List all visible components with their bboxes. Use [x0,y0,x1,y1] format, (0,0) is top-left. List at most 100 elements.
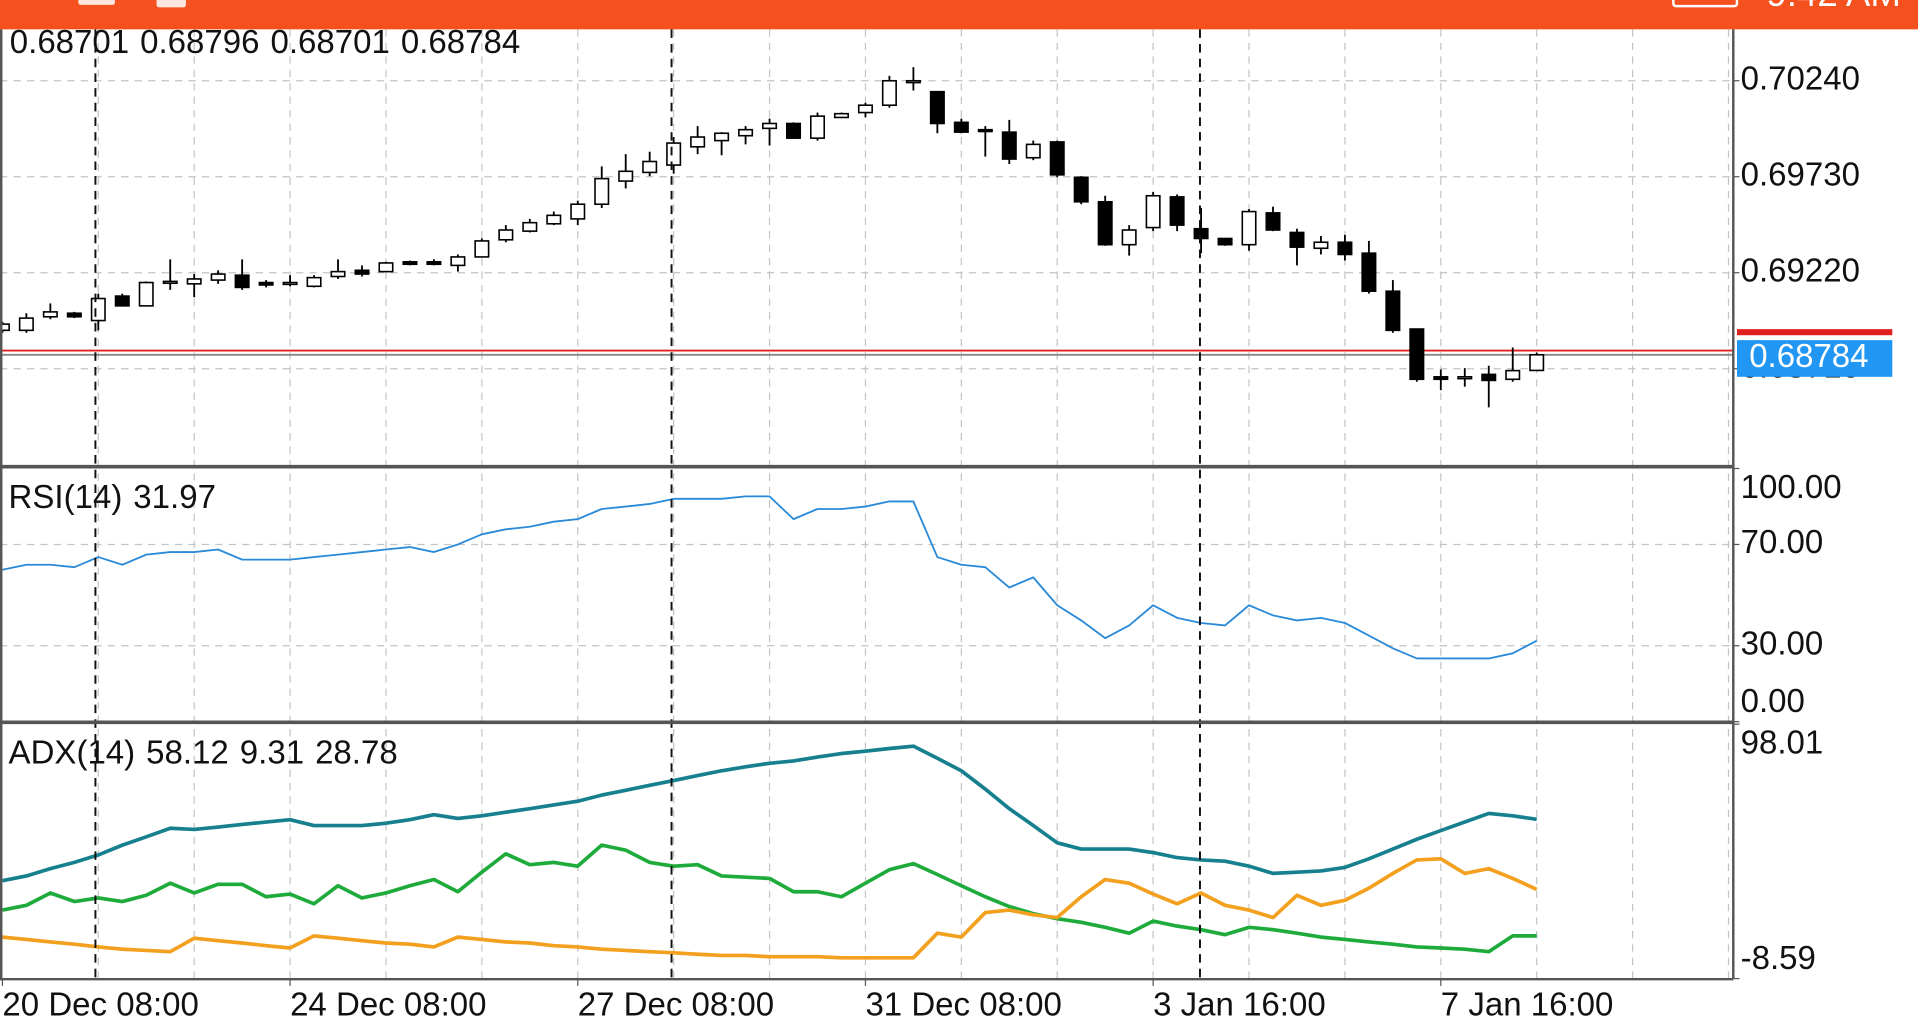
candle-body [1169,196,1185,226]
indicator-value: 31.97 [133,478,216,515]
candle-body [977,128,993,133]
candle-body [1097,200,1113,246]
indicator-value: 28.78 [315,733,398,770]
x-tick-label: 27 Dec 08:00 [578,985,774,1022]
y-tick-label: 0.69220 [1741,251,1860,288]
candle-body [114,295,130,307]
candle-body [1073,176,1089,203]
candle-body [1049,141,1065,176]
indicator-title: RSI(14) [9,478,123,515]
candle-body [522,221,538,232]
candle-body [1481,373,1497,382]
x-tick-label: 20 Dec 08:00 [2,985,198,1022]
candle-body [1409,328,1425,381]
ohlc-value: 0.68701 [10,23,129,60]
indicator-header: RSI(14) 31.97 [9,478,216,515]
status-icon [156,0,186,8]
candle-body [1289,231,1305,248]
candle-body [330,270,346,278]
candle-body [1529,354,1545,372]
candle-body [18,317,34,332]
candle-body [186,278,202,285]
candle-body [354,269,370,275]
candle-body [881,79,897,107]
indicator-line [2,744,1537,883]
candle-body [953,121,969,133]
candle-body [426,261,442,266]
indicator-value: 58.12 [146,733,229,770]
candle-body [162,280,178,285]
indicator-line [2,843,1537,954]
y-tick-label: 0.70240 [1741,59,1860,96]
candle-body [642,160,658,174]
candle-body [1025,143,1041,159]
indicator-line [2,495,1538,660]
candle-body [618,170,634,182]
candle-body [1433,376,1449,381]
candle-body [1337,241,1353,256]
candle-body [378,262,394,273]
x-tick-label: 31 Dec 08:00 [865,985,1061,1022]
y-tick-label: 100.00 [1741,468,1842,505]
y-tick-label: -8.59 [1741,939,1816,976]
candle-body [1145,194,1161,229]
candle-body [210,273,226,281]
candle-body [66,312,82,318]
ohlc-value: 0.68784 [401,23,520,60]
candle-body [1457,376,1473,380]
y-tick-label: 98.01 [1741,724,1824,761]
indicator-line [2,856,1538,960]
candle-body [546,214,562,225]
candle-body [762,122,778,130]
candle-body [786,122,802,139]
ohlc-header: 0.68701 0.68796 0.68701 0.68784 [10,23,520,60]
candle-body [809,115,826,139]
candle-body [1193,227,1209,240]
candle-body [738,128,754,137]
candle-body [690,136,706,148]
plot: 0.702400.697300.692200.687100.687010.687… [0,23,1860,1022]
ask-marker [1736,329,1893,336]
candle-body [474,240,490,258]
candle-body [1241,210,1257,246]
candle-body [594,177,610,206]
price-label-bg [1736,340,1893,377]
candle-body [666,142,682,166]
y-tick-label: 0.00 [1741,682,1805,719]
status-time: 9:42 AM [1766,0,1901,14]
candle-body [833,112,849,119]
y-tick-label: 70.00 [1741,523,1824,560]
y-tick-label: 0.69730 [1741,155,1860,192]
y-tick-label: 30.00 [1741,624,1824,661]
candle-body [1505,369,1521,381]
candle-body [138,281,154,307]
candle-body [42,311,58,318]
candle-body [90,297,106,322]
candle-body [929,90,945,125]
candle-body [258,281,274,286]
candle-body [498,229,514,241]
candle-body [234,274,250,289]
candle-body [570,203,586,220]
candle-body [1385,290,1401,332]
current-price-label: 0.68784 [1749,337,1868,374]
candle-body [1217,237,1233,246]
indicator-value: 9.31 [240,733,304,770]
indicator-header: ADX(14) 58.12 9.31 28.78 [9,733,398,770]
ohlc-value: 0.68796 [140,23,259,60]
overlay: 0.68784 [1736,329,1893,377]
candle-body [1001,131,1017,160]
candle-body [1361,252,1377,292]
candle-body [1265,212,1281,231]
ohlc-value: 0.68701 [270,23,389,60]
candle-body [1313,241,1329,250]
indicator-title: ADX(14) [9,733,136,770]
candle-body [905,79,921,84]
x-tick-label: 3 Jan 16:00 [1153,985,1326,1022]
candle-body [282,281,298,286]
candle-body [857,104,873,114]
battery-icon [1672,0,1739,8]
x-tick-label: 7 Jan 16:00 [1441,985,1614,1022]
